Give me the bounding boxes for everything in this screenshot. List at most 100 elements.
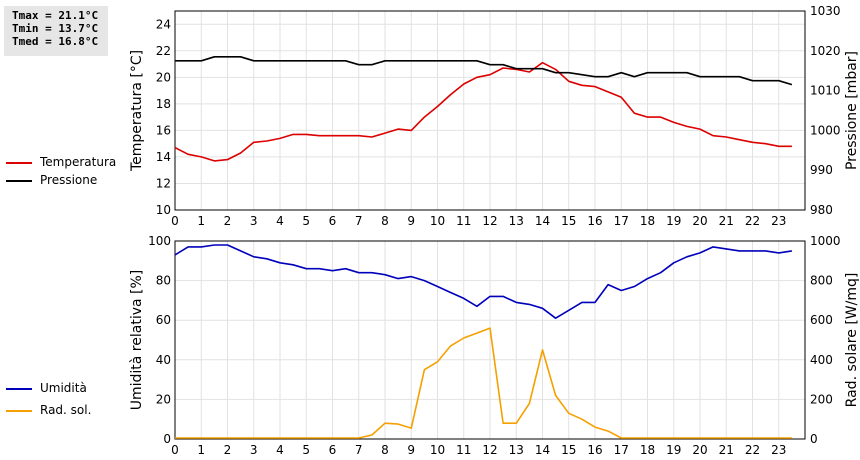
top-x-tick-label: 18	[640, 214, 655, 228]
top-y2-tick-label: 1010	[810, 84, 841, 98]
top-x-tick-label: 17	[614, 214, 629, 228]
legend-swatch-pressione	[6, 179, 32, 182]
top-y-tick-label: 18	[156, 97, 171, 111]
top-y-tick-label: 12	[156, 176, 171, 190]
top-x-tick-label: 22	[745, 214, 760, 228]
top-x-tick-label: 9	[407, 214, 415, 228]
legend-swatch-umidita	[6, 387, 32, 390]
bottom-x-tick-label: 22	[745, 443, 760, 457]
legend-radsol: Rad. sol.	[6, 403, 91, 417]
bottom-x-tick-label: 11	[456, 443, 471, 457]
bottom-y-tick-label: 20	[156, 392, 171, 406]
bottom-y-tick-label: 60	[156, 313, 171, 327]
top-x-tick-label: 15	[561, 214, 576, 228]
top-y-tick-label: 20	[156, 70, 171, 84]
bottom-x-tick-label: 3	[250, 443, 258, 457]
bottom-y-tick-label: 0	[163, 432, 171, 446]
bottom-x-tick-label: 18	[640, 443, 655, 457]
bottom-x-tick-label: 17	[614, 443, 629, 457]
bottom-x-tick-label: 14	[535, 443, 550, 457]
top-y-tick-label: 22	[156, 44, 171, 58]
bottom-y-tick-label: 80	[156, 274, 171, 288]
bottom-y-axis-label: Umidità relativa [%]	[129, 270, 145, 411]
bottom-x-tick-label: 13	[509, 443, 524, 457]
legend-label-pressione: Pressione	[40, 173, 98, 187]
top-x-tick-label: 12	[482, 214, 497, 228]
bottom-x-tick-label: 15	[561, 443, 576, 457]
top-y2-tick-label: 1000	[810, 123, 841, 137]
top-x-tick-label: 6	[329, 214, 337, 228]
legend-pressione: Pressione	[6, 173, 97, 187]
bottom-x-tick-label: 23	[771, 443, 786, 457]
top-y2-tick-label: 990	[810, 163, 833, 177]
top-x-tick-label: 10	[430, 214, 445, 228]
bottom-x-tick-label: 6	[329, 443, 337, 457]
top-x-tick-label: 16	[587, 214, 602, 228]
top-y2-axis-label: Pressione [mbar]	[844, 51, 860, 170]
bottom-y2-tick-label: 1000	[810, 234, 841, 248]
top-x-tick-label: 11	[456, 214, 471, 228]
top-x-tick-label: 7	[355, 214, 363, 228]
legend-temperatura: Temperatura	[6, 155, 116, 169]
bottom-x-tick-label: 10	[430, 443, 445, 457]
top-x-tick-label: 0	[171, 214, 179, 228]
top-x-tick-label: 19	[666, 214, 681, 228]
bottom-x-tick-label: 9	[407, 443, 415, 457]
stat-tmed: Tmed = 16.8°C	[12, 35, 99, 48]
bottom-y-tick-label: 100	[148, 234, 171, 248]
top-y2-tick-label: 980	[810, 203, 833, 217]
bottom-y-tick-label: 40	[156, 353, 171, 367]
bottom-x-tick-label: 4	[276, 443, 284, 457]
bottom-x-tick-label: 7	[355, 443, 363, 457]
top-y-axis-label: Temperatura [°C]	[129, 50, 145, 172]
top-y2-tick-label: 1020	[810, 44, 841, 58]
top-y2-tick-label: 1030	[810, 4, 841, 18]
stat-tmax: Tmax = 21.1°C	[12, 9, 99, 22]
top-x-tick-label: 2	[224, 214, 232, 228]
bottom-series-0-line	[174, 244, 793, 320]
top-x-tick-label: 23	[771, 214, 786, 228]
top-x-tick-label: 4	[276, 214, 284, 228]
top-y-tick-label: 10	[156, 203, 171, 217]
top-x-tick-label: 3	[250, 214, 258, 228]
top-series-1-line	[175, 55, 793, 86]
top-x-tick-label: 5	[302, 214, 310, 228]
stats-box: Tmax = 21.1°C Tmin = 13.7°C Tmed = 16.8°C	[4, 6, 108, 56]
bottom-y2-tick-label: 400	[810, 353, 833, 367]
bottom-x-tick-label: 19	[666, 443, 681, 457]
bottom-y2-tick-label: 800	[810, 274, 833, 288]
top-y-tick-label: 24	[156, 17, 171, 31]
legend-label-radsol: Rad. sol.	[40, 403, 92, 417]
bottom-x-tick-label: 5	[302, 443, 310, 457]
legend-swatch-radsol	[6, 409, 32, 412]
top-x-tick-label: 21	[719, 214, 734, 228]
bottom-x-tick-label: 12	[482, 443, 497, 457]
top-x-tick-label: 8	[381, 214, 389, 228]
top-series-0-line	[174, 61, 792, 162]
top-y-tick-label: 16	[156, 123, 171, 137]
bottom-y2-tick-label: 0	[810, 432, 818, 446]
bottom-x-tick-label: 1	[197, 443, 205, 457]
legend-umidita: Umidità	[6, 381, 87, 395]
bottom-y2-tick-label: 200	[810, 392, 833, 406]
legend-swatch-temperatura	[6, 161, 32, 164]
top-x-tick-label: 1	[197, 214, 205, 228]
bottom-y2-tick-label: 600	[810, 313, 833, 327]
bottom-series-1-line	[175, 327, 792, 439]
bottom-x-tick-label: 16	[587, 443, 602, 457]
legend-label-temperatura: Temperatura	[40, 155, 117, 169]
top-y-tick-label: 14	[156, 150, 171, 164]
bottom-x-tick-label: 0	[171, 443, 179, 457]
bottom-x-tick-label: 8	[381, 443, 389, 457]
top-x-tick-label: 14	[535, 214, 550, 228]
stat-tmin: Tmin = 13.7°C	[12, 22, 99, 35]
bottom-plot-frame	[174, 240, 806, 440]
bottom-x-tick-label: 2	[224, 443, 232, 457]
top-x-tick-label: 13	[509, 214, 524, 228]
legend-label-umidita: Umidità	[40, 381, 87, 395]
bottom-x-tick-label: 20	[692, 443, 707, 457]
bottom-x-tick-label: 21	[719, 443, 734, 457]
bottom-y2-axis-label: Rad. solare [W/mq]	[844, 273, 860, 408]
top-x-tick-label: 20	[692, 214, 707, 228]
